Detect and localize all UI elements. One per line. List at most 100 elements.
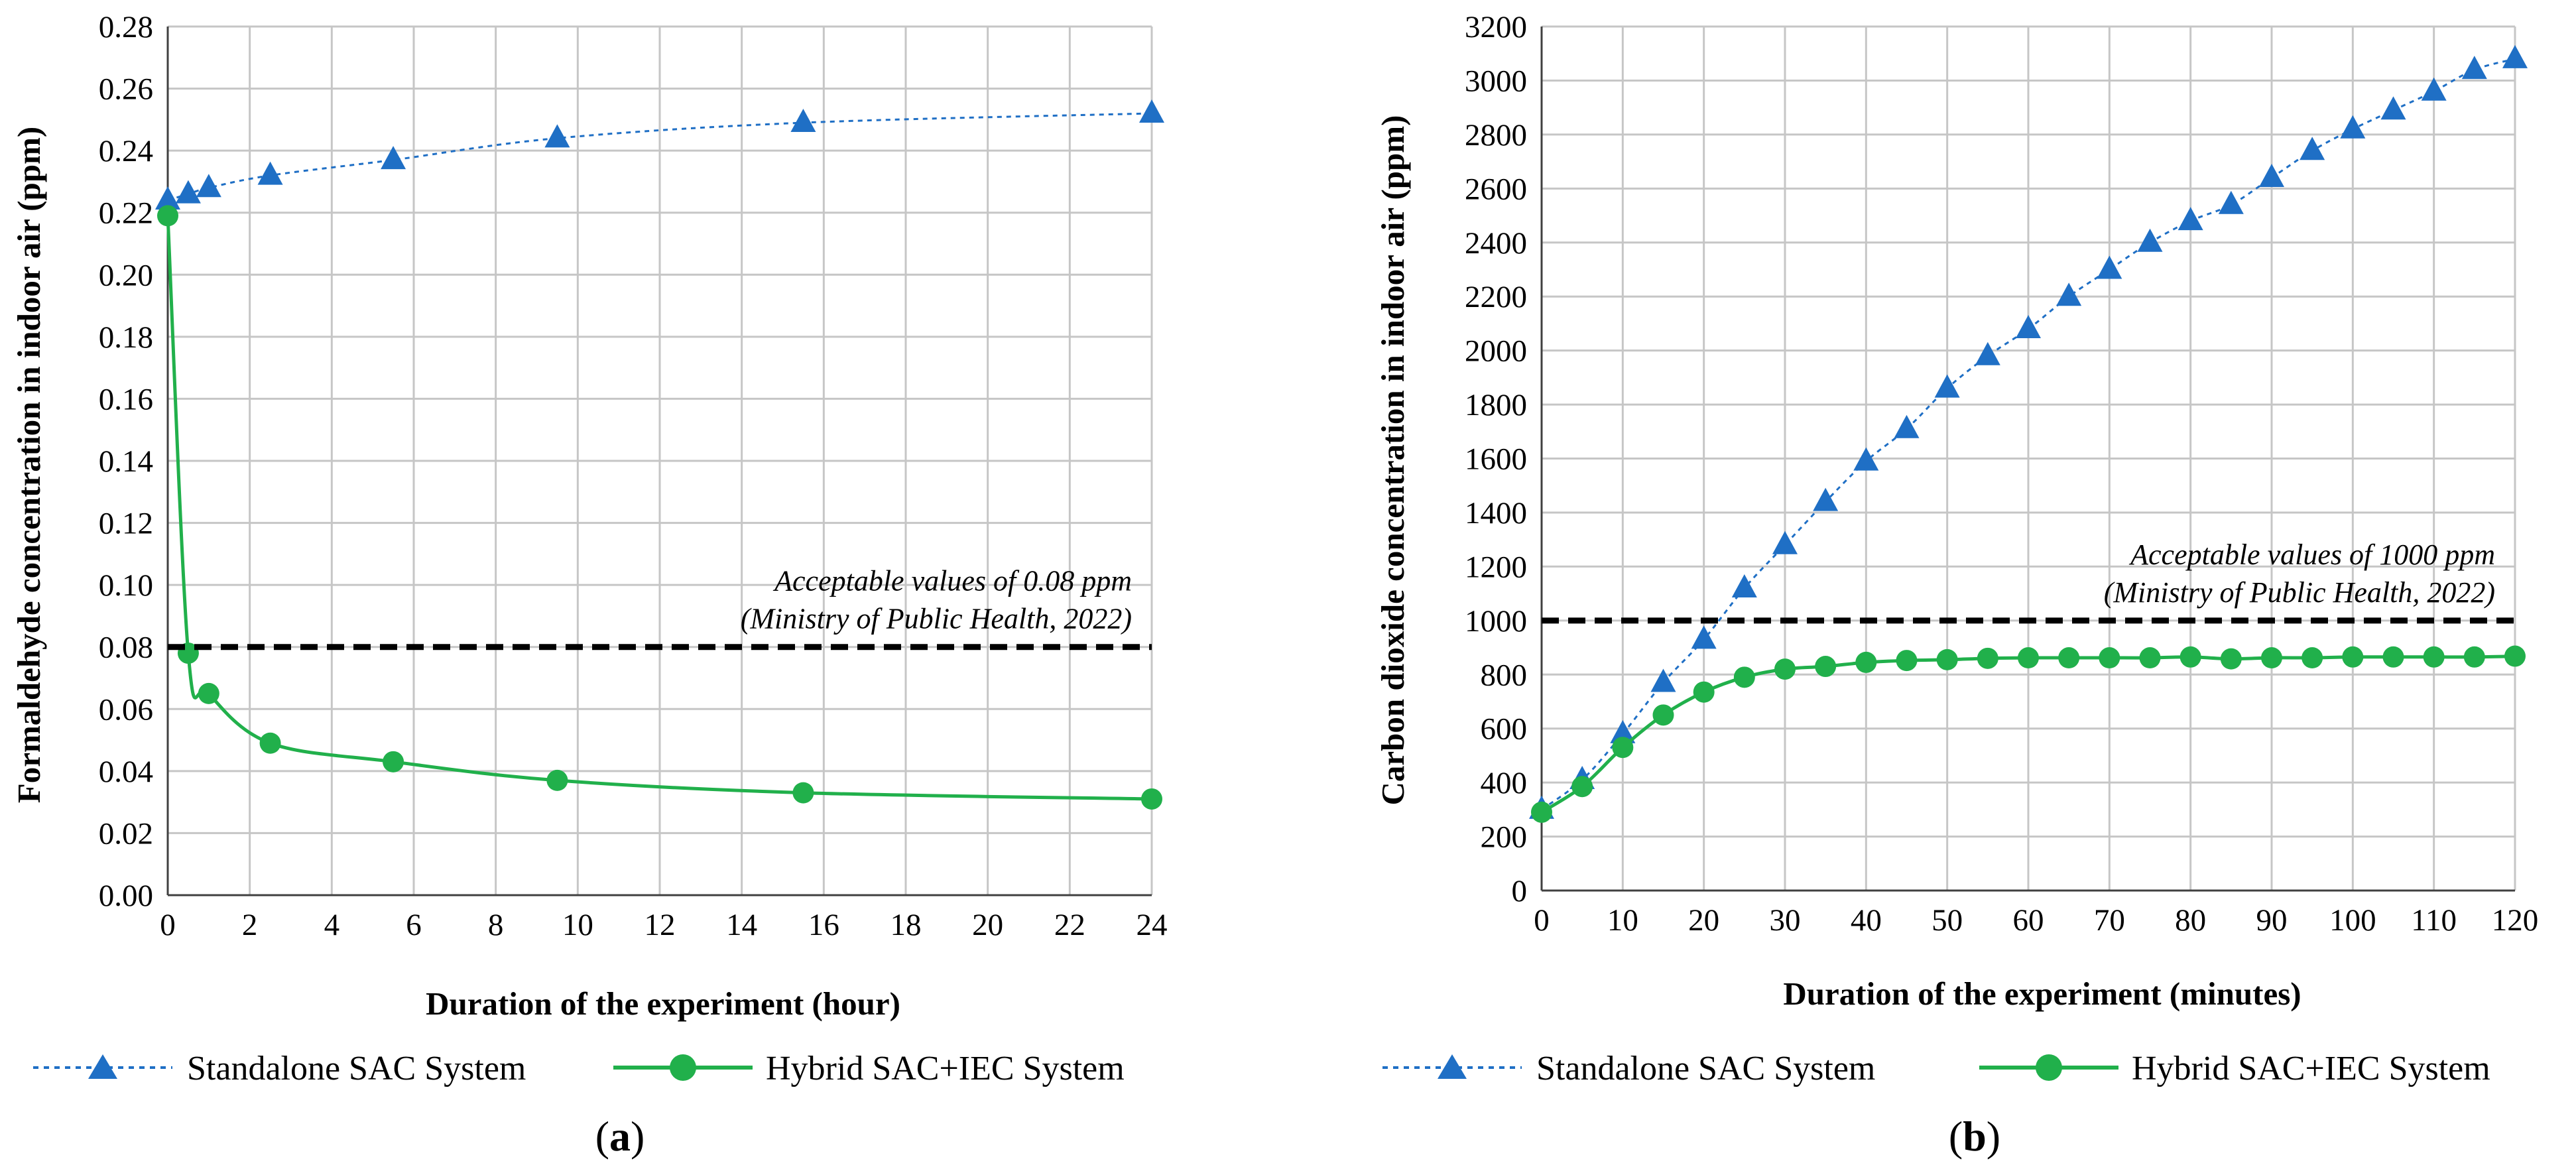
panel-b-legend-standalone-label: Standalone SAC System [1536,1050,1875,1087]
pb-x-tick-label: 40 [1851,903,1882,938]
pa-y-tick-label: 0.10 [99,568,153,603]
pa-y-tick-label: 0.08 [99,631,153,665]
pa-y-tick-label: 0.18 [99,320,153,355]
pa-x-tick-label: 16 [808,908,839,942]
pb-y-tick-label: 3200 [1465,10,1527,44]
pa-x-tick-label: 4 [324,908,340,942]
pb-y-tick-label: 1600 [1465,442,1527,477]
pb-hybrid-point [2179,646,2201,668]
pb-y-tick-label: 2800 [1465,118,1527,153]
pa-standalone-series-line [167,112,1152,202]
panel-b-series [1529,44,2528,823]
panel-a-legend-circle-marker [670,1054,696,1081]
pb-x-tick-label: 110 [2411,903,2457,938]
pa-standalone-point [175,180,201,204]
pb-x-tick-label: 0 [1534,903,1550,938]
pb-standalone-point [2502,44,2528,68]
panel-a-y-axis-label: Formaldehyde concentration in indoor air… [11,127,47,803]
pb-hybrid-point [1936,648,1958,670]
panel-a-x-axis-label: Duration of the experiment (hour) [426,985,900,1022]
pb-standalone-point [1691,625,1717,649]
pa-x-tick-label: 14 [726,908,757,942]
pb-y-tick-label: 1000 [1465,604,1527,639]
pb-y-tick-label: 400 [1481,766,1528,800]
pa-y-tick-label: 0.02 [99,816,153,851]
pb-standalone-point [1975,341,2000,365]
pb-standalone-point [1894,414,1920,438]
pb-x-tick-label: 20 [1688,903,1719,938]
panel-b-x-axis-label: Duration of the experiment (minutes) [1783,975,2301,1012]
pb-standalone-point [2461,56,2487,80]
pb-x-tick-label: 80 [2175,903,2206,938]
pa-x-tick-label: 18 [890,908,922,942]
pb-standalone-point [1731,574,1757,597]
panel-b-limit-annotation-line1: Acceptable values of 1000 ppm [2128,538,2495,571]
pb-hybrid-point [1733,666,1755,688]
pa-x-tick-label: 10 [562,908,593,942]
pa-x-tick-label: 8 [488,908,504,942]
pb-hybrid-point [1612,737,1634,759]
pb-standalone-point [1610,719,1636,743]
pb-y-tick-label: 2000 [1465,334,1527,369]
panel-a-y-ticks: 0.00 0.02 0.04 0.06 0.08 0.10 0.12 0.14 0.16 0.18… [99,10,153,913]
panel-b: 0200400600800100012001400160018002000220… [1375,10,2538,1160]
pa-hybrid-point [383,751,404,772]
pa-y-tick-label: 0.22 [99,196,153,231]
pb-hybrid-point [2301,647,2323,669]
pb-hybrid-point [2504,645,2526,667]
pb-y-tick-label: 0 [1512,874,1528,908]
pa-x-tick-label: 24 [1136,908,1168,942]
panel-b-y-axis-label: Carbon dioxide concentration in indoor a… [1375,115,1411,806]
pb-standalone-point [2259,164,2284,188]
pa-x-tick-label: 6 [406,908,422,942]
panel-b-caption: (b) [1949,1113,2000,1160]
pb-hybrid-point [2099,647,2120,669]
pb-hybrid-point [1774,658,1796,680]
pb-standalone-point [2016,315,2041,339]
pb-standalone-point [2137,228,2163,252]
pa-y-tick-label: 0.26 [99,72,153,107]
pb-hybrid-point [2382,646,2404,668]
panel-a-caption: (a) [595,1113,645,1160]
pb-y-tick-label: 1400 [1465,496,1527,530]
pb-standalone-point [2340,115,2366,139]
pb-hybrid-point [2058,647,2080,669]
panel-b-axes [1540,27,2515,892]
panel-a-limit-annotation-line2: (Ministry of Public Health, 2022) [741,603,1132,635]
panel-a-axes [166,27,1152,896]
pa-x-tick-label: 0 [160,908,176,942]
pa-hybrid-point [259,732,281,754]
pb-hybrid-point [2423,646,2445,668]
pa-hybrid-point [198,682,219,704]
pb-standalone-point [1853,447,1879,471]
pb-x-tick-label: 90 [2256,903,2288,938]
pa-standalone-point [257,161,283,185]
pa-x-tick-label: 2 [242,908,258,942]
pb-hybrid-point [1652,704,1674,726]
panel-a-legend-standalone-label: Standalone SAC System [187,1050,526,1087]
pb-standalone-point [2380,96,2406,120]
pb-hybrid-point [1531,801,1552,823]
pb-standalone-point [2218,190,2244,214]
pa-x-tick-label: 20 [972,908,1003,942]
pb-hybrid-point [2220,648,2242,670]
panel-a-limit-annotation-line1: Acceptable values of 0.08 ppm [772,565,1132,597]
pa-standalone-point [155,186,180,210]
pa-hybrid-point [546,769,568,791]
pb-y-tick-label: 2200 [1465,280,1527,314]
panel-b-legend: Standalone SAC System Hybrid SAC+IEC Sys… [1382,1050,2490,1087]
pa-standalone-point [790,109,816,133]
panel-b-x-ticks: 0 10 20 30 40 50 60 70 80 90 100 110 120 [1534,903,2538,938]
pa-hybrid-point [792,782,814,804]
pb-y-tick-label: 800 [1481,658,1528,692]
pa-hybrid-point [1141,788,1162,810]
pb-hybrid-point [1815,656,1837,678]
pb-standalone-point [2300,137,2325,160]
pa-y-tick-label: 0.16 [99,382,153,416]
pb-x-tick-label: 120 [2492,903,2539,938]
pb-y-tick-label: 200 [1481,820,1528,855]
pb-x-tick-label: 100 [2329,903,2376,938]
pb-hybrid-point [1693,681,1715,703]
pb-standalone-point [1650,668,1676,692]
pb-y-tick-label: 600 [1481,712,1528,747]
